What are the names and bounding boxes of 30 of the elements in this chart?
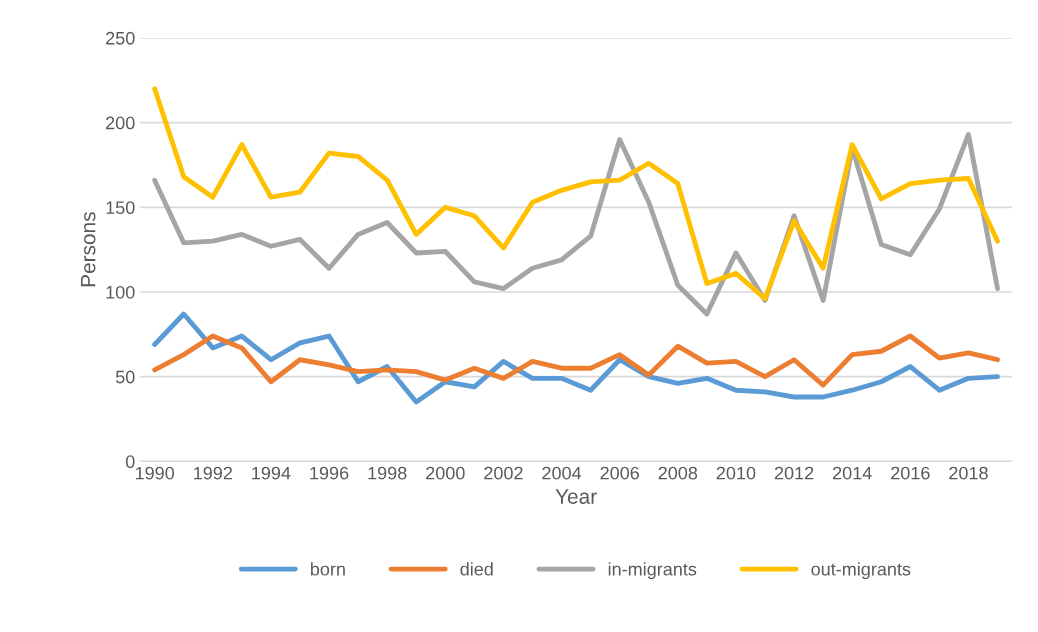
x-tick-label: 2002	[484, 466, 523, 480]
x-tick-label: 2014	[833, 466, 872, 480]
y-axis-title: Persons	[80, 212, 96, 287]
line-series	[152, 86, 1000, 302]
x-tick-label: 1992	[194, 466, 232, 480]
legend-label: out-migrants	[811, 562, 911, 580]
x-tick-label: 2000	[426, 466, 465, 480]
y-tick-label: 150	[106, 201, 135, 215]
x-axis-title: Year	[555, 489, 597, 504]
y-tick-label: 50	[115, 370, 135, 384]
x-tick-label: 2012	[774, 466, 814, 480]
legend-label: died	[460, 562, 493, 576]
x-tick-label: 1998	[368, 466, 407, 480]
legend-label: in-migrants	[608, 562, 697, 580]
x-tick-label: 2006	[600, 466, 639, 480]
legend-label: born	[310, 562, 345, 576]
x-tick-label: 1994	[252, 466, 291, 480]
y-tick-label: 100	[106, 285, 135, 299]
x-tick-label: 2008	[658, 466, 698, 480]
line-series	[152, 311, 1000, 405]
y-tick-label: 0	[125, 455, 135, 469]
x-tick-label: 2010	[716, 466, 756, 480]
y-tick-label: 250	[106, 31, 135, 45]
y-tick-label: 200	[106, 116, 135, 130]
line-series	[152, 333, 1000, 388]
x-tick-label: 1996	[310, 466, 349, 480]
x-tick-label: 2018	[949, 466, 988, 480]
x-tick-label: 1990	[135, 466, 175, 480]
x-tick-label: 2004	[542, 466, 582, 480]
x-tick-label: 2016	[891, 466, 930, 480]
